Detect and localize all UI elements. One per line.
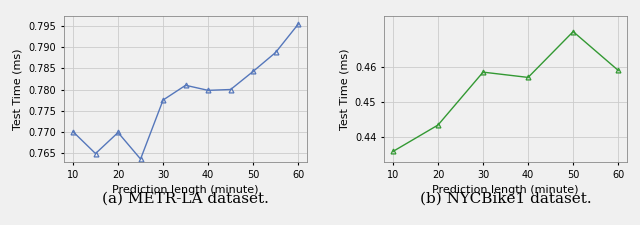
Y-axis label: Test Time (ms): Test Time (ms) — [13, 48, 23, 130]
X-axis label: Prediction length (minute): Prediction length (minute) — [113, 185, 259, 195]
Text: (b) NYCBike1 dataset.: (b) NYCBike1 dataset. — [420, 191, 591, 205]
Text: (a) METR-LA dataset.: (a) METR-LA dataset. — [102, 191, 269, 205]
X-axis label: Prediction length (minute): Prediction length (minute) — [433, 185, 579, 195]
Y-axis label: Test Time (ms): Test Time (ms) — [339, 48, 349, 130]
